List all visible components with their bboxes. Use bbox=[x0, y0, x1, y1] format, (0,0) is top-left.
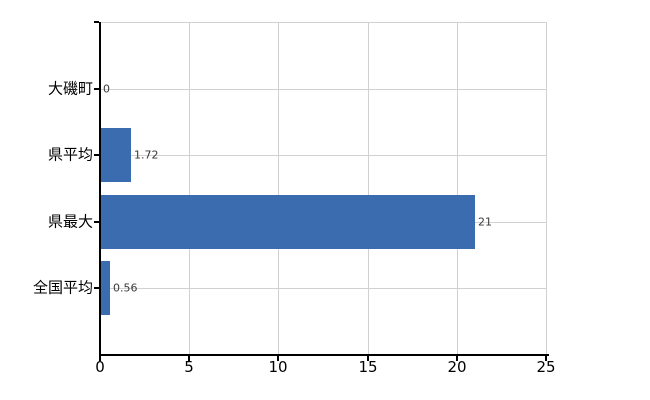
y-axis-tick bbox=[94, 88, 99, 90]
x-axis-tick-label: 20 bbox=[447, 358, 467, 376]
y-axis-line bbox=[99, 22, 101, 357]
y-axis-tick bbox=[94, 154, 99, 156]
value-label: 21 bbox=[478, 215, 492, 229]
gridline-vertical bbox=[457, 22, 458, 355]
bar bbox=[100, 195, 475, 249]
gridline-horizontal bbox=[100, 288, 546, 289]
gridline-vertical bbox=[546, 22, 547, 355]
x-axis-tick-label: 10 bbox=[268, 358, 288, 376]
x-axis-tick-label: 5 bbox=[184, 358, 194, 376]
y-axis-label: 全国平均 bbox=[32, 278, 93, 297]
x-axis-tick bbox=[188, 356, 190, 361]
x-axis-tick bbox=[99, 356, 101, 361]
y-axis-label: 県最大 bbox=[47, 212, 93, 231]
x-axis-tick bbox=[277, 356, 279, 361]
x-axis-tick-label: 0 bbox=[95, 358, 105, 376]
gridline-vertical bbox=[278, 22, 279, 355]
x-axis-line bbox=[99, 354, 549, 356]
plot-top-border bbox=[100, 22, 546, 23]
value-label: 0.56 bbox=[113, 281, 138, 295]
value-label: 0 bbox=[103, 82, 110, 96]
x-axis-tick-label: 25 bbox=[536, 358, 556, 376]
x-axis-tick-label: 15 bbox=[358, 358, 378, 376]
gridline-horizontal bbox=[100, 89, 546, 90]
bar bbox=[100, 128, 131, 182]
x-axis-tick bbox=[456, 356, 458, 361]
y-axis-label: 県平均 bbox=[47, 145, 93, 164]
bar bbox=[100, 261, 110, 315]
gridline-vertical bbox=[189, 22, 190, 355]
y-axis-label: 大磯町 bbox=[47, 79, 93, 98]
y-axis-tick bbox=[94, 287, 99, 289]
value-label: 1.72 bbox=[134, 148, 159, 162]
gridline-vertical bbox=[368, 22, 369, 355]
y-axis-tick bbox=[94, 221, 99, 223]
x-axis-tick bbox=[545, 356, 547, 361]
x-axis-tick bbox=[367, 356, 369, 361]
gridline-horizontal bbox=[100, 155, 546, 156]
y-axis-tick bbox=[94, 21, 99, 23]
